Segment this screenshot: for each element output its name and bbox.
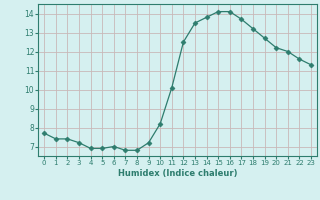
X-axis label: Humidex (Indice chaleur): Humidex (Indice chaleur)	[118, 169, 237, 178]
